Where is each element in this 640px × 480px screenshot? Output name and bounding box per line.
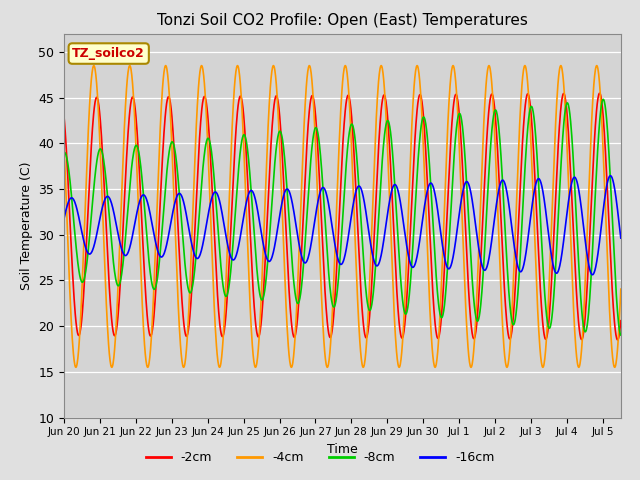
-4cm xyxy=(449,63,457,69)
Line: -16cm: -16cm xyxy=(64,176,621,275)
-2cm xyxy=(596,90,604,96)
-2cm xyxy=(481,164,489,169)
-2cm xyxy=(271,95,279,101)
Legend: -2cm, -4cm, -8cm, -16cm: -2cm, -4cm, -8cm, -16cm xyxy=(141,446,499,469)
Text: TZ_soilco2: TZ_soilco2 xyxy=(72,47,145,60)
-4cm xyxy=(617,286,625,292)
-2cm xyxy=(543,333,551,339)
-2cm xyxy=(171,153,179,158)
-2cm xyxy=(221,325,228,331)
-2cm xyxy=(617,318,625,324)
-8cm xyxy=(60,150,68,156)
-8cm xyxy=(481,236,489,241)
-4cm xyxy=(482,83,490,88)
-4cm xyxy=(271,70,279,75)
Line: -4cm: -4cm xyxy=(64,66,621,367)
-4cm xyxy=(544,312,552,317)
-16cm xyxy=(543,219,551,225)
-4cm xyxy=(160,69,168,75)
-4cm xyxy=(221,309,228,314)
-8cm xyxy=(171,145,179,151)
-16cm xyxy=(607,173,614,179)
-8cm xyxy=(271,156,279,162)
-16cm xyxy=(60,216,68,222)
Y-axis label: Soil Temperature (C): Soil Temperature (C) xyxy=(20,161,33,290)
-4cm xyxy=(60,141,68,147)
-2cm xyxy=(60,113,68,119)
-8cm xyxy=(617,332,625,338)
-4cm xyxy=(171,209,179,215)
-16cm xyxy=(617,235,625,241)
-16cm xyxy=(221,225,228,231)
-2cm xyxy=(614,337,621,343)
-8cm xyxy=(160,203,168,209)
-8cm xyxy=(221,291,228,297)
-8cm xyxy=(600,96,607,102)
-2cm xyxy=(160,130,168,136)
Line: -8cm: -8cm xyxy=(64,99,621,335)
-16cm xyxy=(589,272,596,277)
-16cm xyxy=(271,240,279,246)
Line: -2cm: -2cm xyxy=(64,93,621,340)
Title: Tonzi Soil CO2 Profile: Open (East) Temperatures: Tonzi Soil CO2 Profile: Open (East) Temp… xyxy=(157,13,528,28)
-16cm xyxy=(171,202,179,207)
X-axis label: Time: Time xyxy=(327,443,358,456)
-16cm xyxy=(160,251,168,257)
-16cm xyxy=(481,267,489,273)
-8cm xyxy=(543,316,551,322)
-4cm xyxy=(431,364,439,370)
